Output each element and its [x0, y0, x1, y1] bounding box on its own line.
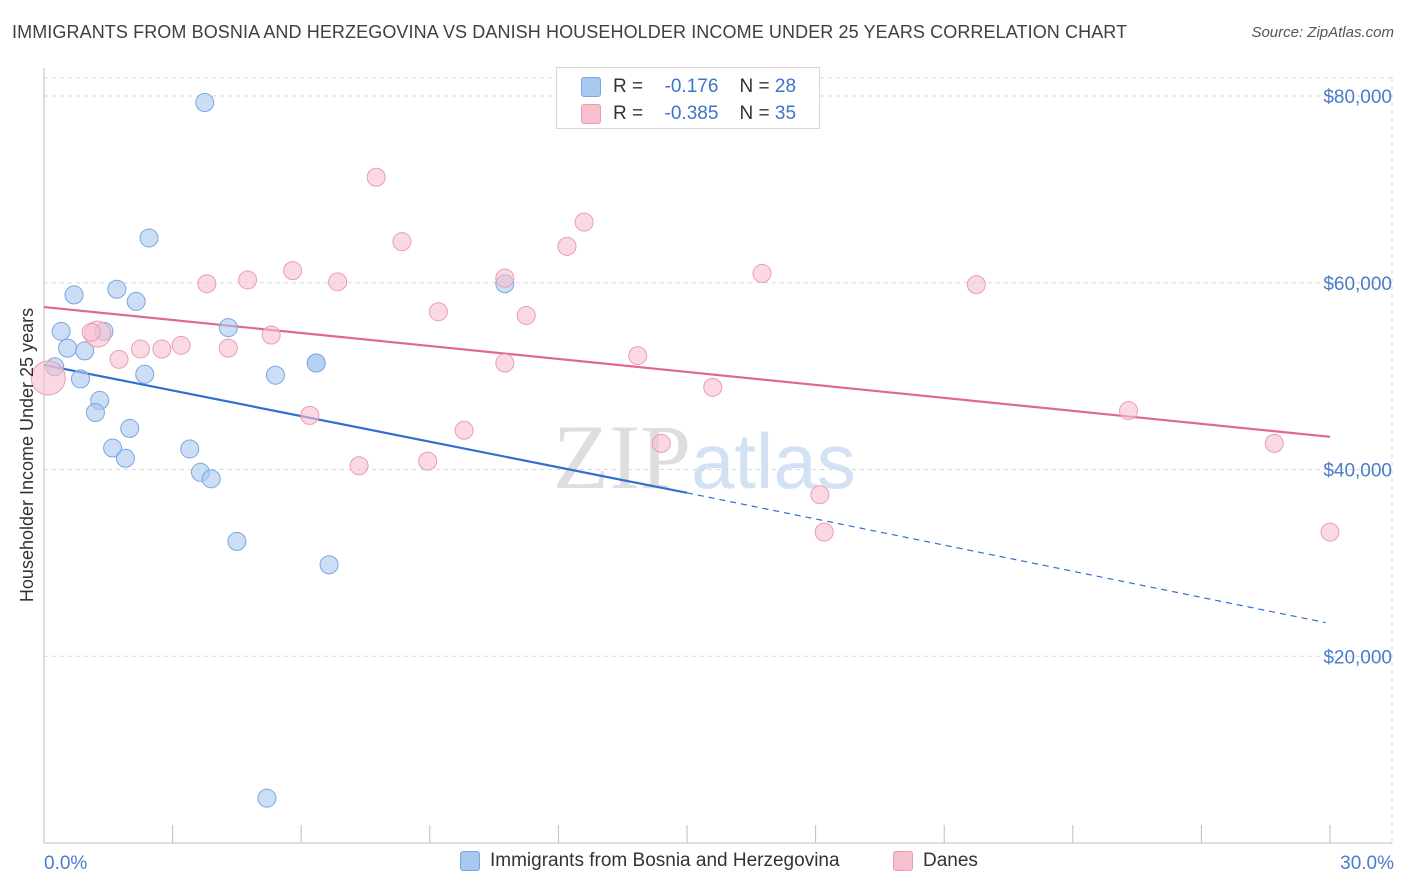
legend-n-label: N = [739, 76, 770, 97]
point-danes [516, 305, 536, 325]
legend-item-danes: Danes [893, 850, 978, 872]
point-danes [418, 451, 438, 471]
point-danes [30, 360, 66, 396]
point-bosnia [107, 279, 127, 299]
point-danes [366, 167, 386, 187]
legend-swatch-pink [893, 851, 913, 871]
legend-row-bosnia: R = -0.176 N = 28 [581, 74, 796, 100]
point-danes [197, 274, 217, 294]
point-bosnia [85, 403, 105, 423]
point-danes [495, 268, 515, 288]
point-bosnia [319, 555, 339, 575]
point-danes [261, 325, 281, 345]
legend-n-label: N = [739, 103, 770, 124]
point-bosnia [306, 353, 326, 373]
legend-swatch-blue [581, 77, 601, 97]
legend-n-value: 35 [774, 103, 797, 124]
series-danes-points [30, 167, 1340, 542]
legend-r-value: -0.385 [664, 103, 719, 124]
y-tick-label: $80,000 [1323, 87, 1392, 108]
point-bosnia [265, 365, 285, 385]
axes [43, 68, 1392, 844]
chart-title: IMMIGRANTS FROM BOSNIA AND HERZEGOVINA V… [12, 22, 1128, 42]
watermark: ZIPatlas [553, 404, 856, 510]
legend-item-bosnia: Immigrants from Bosnia and Herzegovina [460, 850, 840, 872]
point-danes [109, 349, 129, 369]
point-danes [428, 302, 448, 322]
y-tick-label: $60,000 [1323, 274, 1392, 295]
watermark-zip: ZIP [553, 406, 691, 508]
point-danes [651, 433, 671, 453]
correlation-legend: R = -0.176 N = 28 R = -0.385 N = 35 [556, 67, 820, 129]
point-bosnia [227, 531, 247, 551]
y-axis-title: Householder Income Under 25 years [17, 308, 37, 602]
x-tick-label-start: 0.0% [44, 853, 87, 874]
point-danes [810, 485, 830, 505]
series-legend: Immigrants from Bosnia and Herzegovina D… [0, 850, 1406, 878]
series-bosnia-points [45, 93, 515, 808]
point-danes [574, 212, 594, 232]
legend-r-label: R = [613, 103, 644, 124]
tick-labels: $20,000 $40,000 $60,000 $80,000 0.0% 30.0% [44, 87, 1394, 874]
legend-label-bosnia: Immigrants from Bosnia and Herzegovina [490, 850, 840, 871]
point-bosnia [135, 364, 155, 384]
trend-line-danes [43, 305, 1331, 438]
point-bosnia [70, 369, 90, 389]
point-danes [283, 261, 303, 281]
legend-swatch-blue [460, 851, 480, 871]
trend-line-bosnia-projection [686, 492, 1326, 624]
trend-lines [43, 305, 1331, 624]
point-danes [328, 272, 348, 292]
point-danes [130, 339, 150, 359]
point-danes [349, 456, 369, 476]
point-bosnia [75, 341, 95, 361]
point-danes [752, 263, 772, 283]
legend-label-danes: Danes [923, 850, 978, 871]
x-tick-label-end: 30.0% [1340, 853, 1394, 874]
point-danes [557, 236, 577, 256]
legend-n-value: 28 [774, 76, 797, 97]
point-danes [81, 322, 101, 342]
point-bosnia [64, 285, 84, 305]
point-danes [1264, 433, 1284, 453]
point-danes [300, 405, 320, 425]
trend-line-bosnia [43, 363, 688, 494]
point-danes [966, 275, 986, 295]
point-bosnia [126, 291, 146, 311]
point-danes [814, 522, 834, 542]
point-bosnia [218, 318, 238, 338]
grid-lines [44, 77, 1393, 843]
point-bosnia [58, 338, 78, 358]
point-danes [628, 346, 648, 366]
point-danes [454, 420, 474, 440]
point-bosnia [120, 418, 140, 438]
point-bosnia [115, 448, 135, 468]
source-label: Source: ZipAtlas.com [1251, 24, 1394, 41]
point-danes [218, 338, 238, 358]
point-danes [1119, 401, 1139, 421]
legend-r-value: -0.176 [664, 76, 719, 97]
point-danes [152, 339, 172, 359]
point-bosnia [257, 788, 277, 808]
point-danes [1320, 522, 1340, 542]
y-tick-label: $20,000 [1323, 647, 1392, 668]
point-bosnia [201, 469, 221, 489]
legend-r-label: R = [613, 76, 644, 97]
point-danes [703, 377, 723, 397]
point-bosnia [195, 93, 215, 113]
legend-swatch-pink [581, 104, 601, 124]
point-danes [495, 353, 515, 373]
point-bosnia [103, 438, 123, 458]
point-danes [171, 335, 191, 355]
legend-row-danes: R = -0.385 N = 35 [581, 101, 796, 127]
point-danes [392, 232, 412, 252]
y-tick-label: $40,000 [1323, 461, 1392, 482]
point-danes [238, 270, 258, 290]
point-bosnia [180, 439, 200, 459]
point-bosnia [51, 321, 71, 341]
point-bosnia [139, 228, 159, 248]
